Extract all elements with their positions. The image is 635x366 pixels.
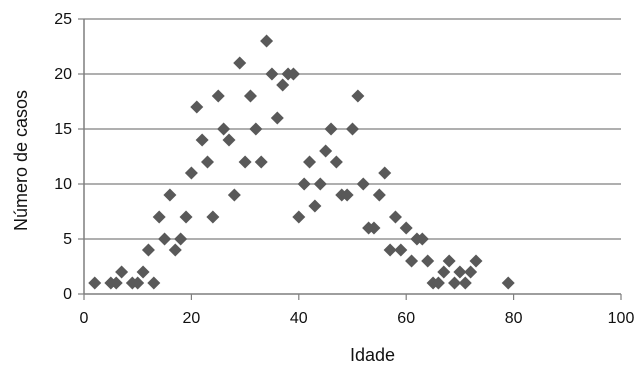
data-point [190, 100, 204, 114]
data-point [351, 89, 365, 103]
data-point [206, 210, 220, 224]
x-tick-label: 20 [183, 310, 201, 327]
data-point [388, 210, 402, 224]
data-point [346, 122, 359, 136]
data-point [297, 177, 311, 191]
data-point [238, 155, 252, 169]
data-point [340, 188, 354, 202]
data-point [378, 166, 392, 180]
data-point [308, 199, 322, 213]
data-point [179, 210, 193, 224]
y-tick-label: 15 [54, 121, 72, 138]
x-tick-label: 40 [290, 310, 308, 327]
data-point [195, 133, 209, 147]
data-point [405, 254, 419, 268]
data-point [453, 265, 467, 279]
data-point [152, 210, 166, 224]
data-point [292, 210, 306, 224]
data-point [313, 177, 327, 191]
data-point [141, 243, 155, 257]
data-point [431, 276, 445, 290]
data-point [233, 56, 247, 70]
y-tick-label: 20 [54, 66, 72, 83]
x-tick-labels: 0 20 40 60 80 100 [80, 294, 635, 327]
y-tick-label: 25 [54, 11, 72, 28]
x-tick-label: 80 [505, 310, 523, 327]
data-point [163, 188, 177, 202]
data-point [270, 111, 284, 125]
x-tick-label: 100 [608, 310, 635, 327]
data-point [383, 243, 397, 257]
data-point [448, 276, 462, 290]
y-axis-title: Número de casos [11, 90, 31, 231]
data-point [211, 89, 225, 103]
y-tick-label: 0 [63, 286, 72, 303]
data-point [265, 67, 279, 81]
data-point [329, 155, 343, 169]
data-point [115, 265, 129, 279]
data-point [136, 265, 150, 279]
x-tick-label: 60 [397, 310, 415, 327]
x-axis-title: Idade [350, 345, 395, 365]
data-point [464, 265, 478, 279]
data-point [243, 89, 257, 103]
data-point [276, 78, 290, 92]
data-point [303, 155, 317, 169]
data-point [437, 265, 451, 279]
data-point [254, 155, 268, 169]
data-point [469, 254, 483, 268]
data-point [394, 243, 408, 257]
data-point [168, 243, 182, 257]
x-tick-label: 0 [80, 310, 89, 327]
data-point [356, 177, 370, 191]
data-point [286, 67, 300, 81]
data-point [217, 122, 231, 136]
data-point [421, 254, 435, 268]
data-points [88, 34, 515, 290]
data-point [501, 276, 515, 290]
data-point [158, 232, 172, 246]
data-point [260, 34, 274, 48]
data-point [201, 155, 215, 169]
data-point [319, 144, 333, 158]
data-point [227, 188, 241, 202]
data-point [249, 122, 263, 136]
data-point [222, 133, 236, 147]
y-tick-label: 10 [54, 176, 72, 193]
data-point [147, 276, 161, 290]
data-point [415, 232, 429, 246]
data-point [131, 276, 145, 290]
y-tick-label: 5 [63, 231, 72, 248]
data-point [372, 188, 386, 202]
data-point [442, 254, 456, 268]
data-point [184, 166, 198, 180]
y-tick-labels: 0 5 10 15 20 25 [54, 11, 84, 303]
data-point [399, 221, 413, 235]
data-point [458, 276, 472, 290]
data-point [109, 276, 123, 290]
data-point [324, 122, 338, 136]
data-point [367, 221, 381, 235]
data-point [174, 232, 188, 246]
data-point [88, 276, 102, 290]
